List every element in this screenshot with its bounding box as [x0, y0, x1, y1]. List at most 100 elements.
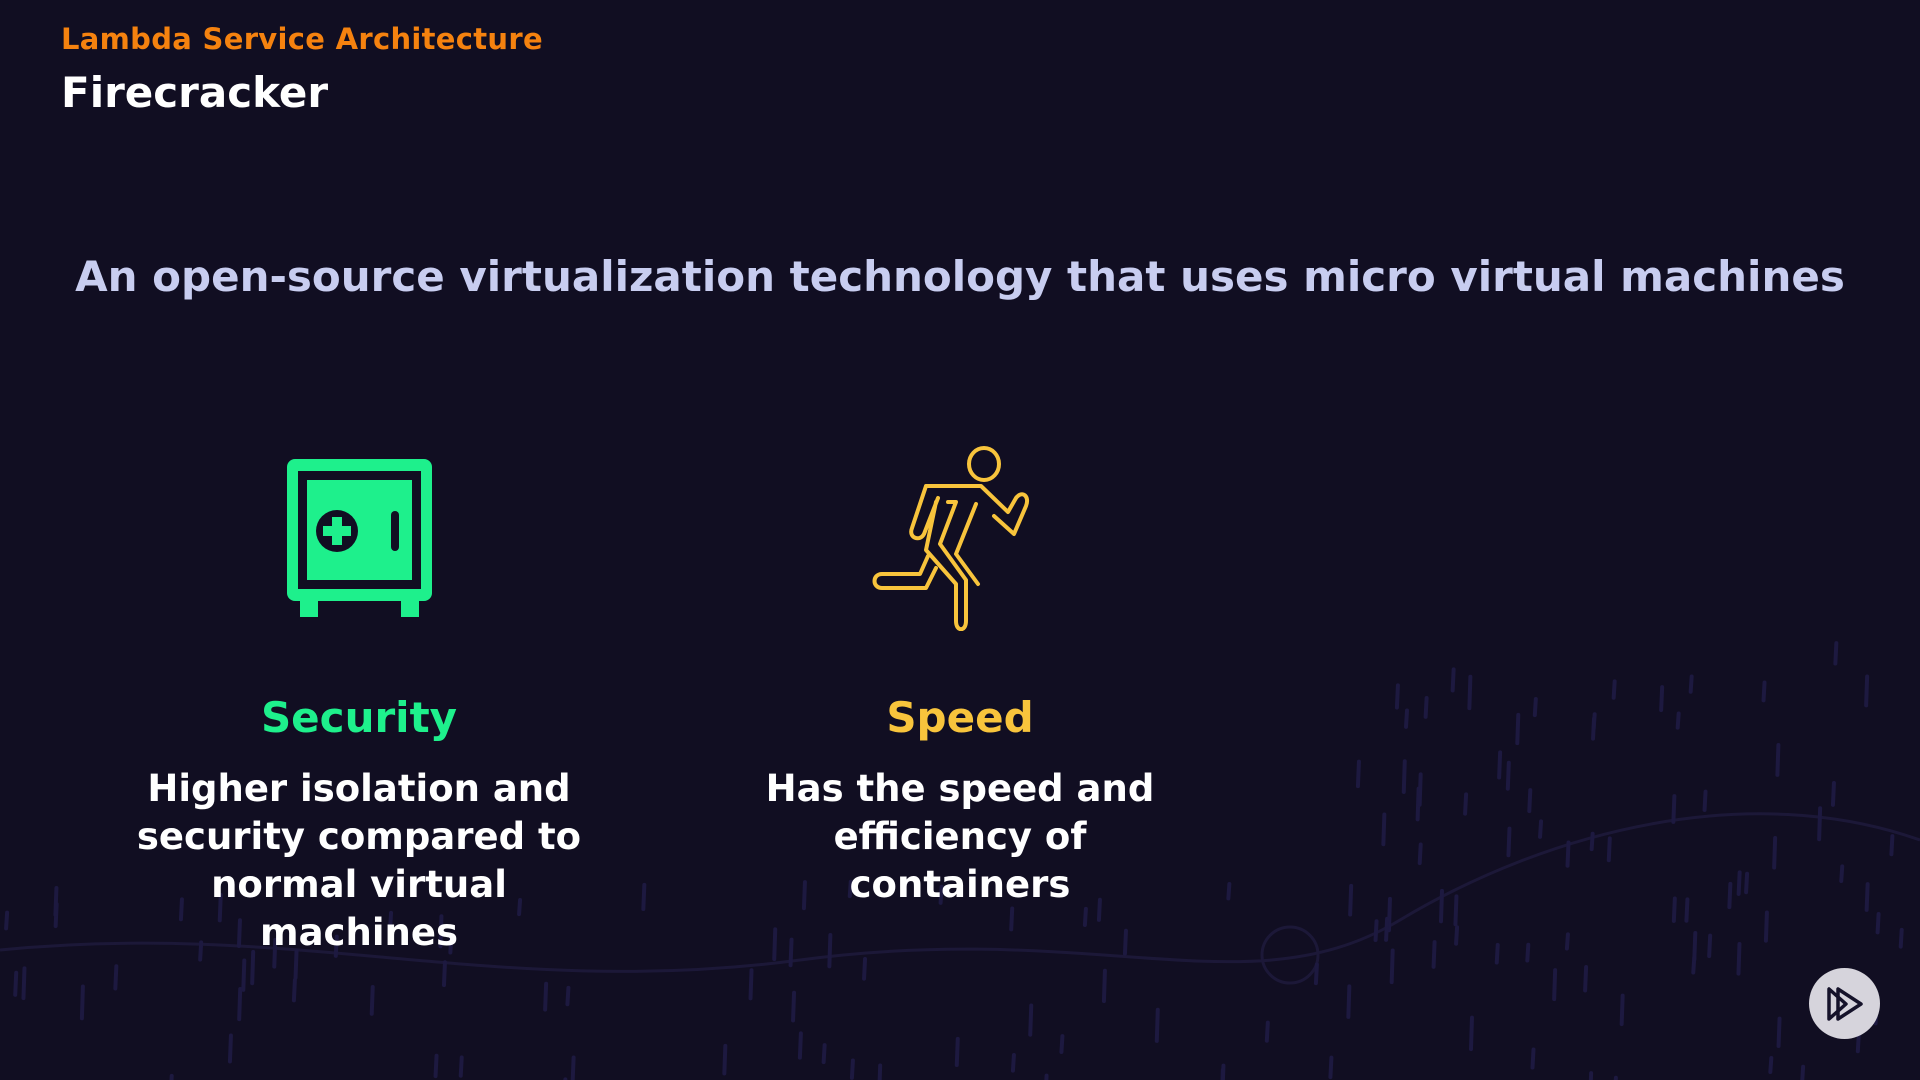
texture-tick [1515, 712, 1521, 746]
texture-tick [1527, 788, 1533, 814]
texture-tick [1044, 1073, 1049, 1080]
feature-speed: Speed Has the speed and efficiency of co… [700, 446, 1220, 906]
texture-tick [1417, 772, 1423, 807]
texture-tick [198, 940, 204, 962]
texture-tick [1619, 993, 1625, 1027]
texture-tick [1565, 840, 1571, 868]
texture-tick [821, 1043, 827, 1065]
texture-tick [272, 937, 278, 969]
texture-tick [1611, 679, 1617, 700]
texture-tick [1226, 881, 1232, 901]
texture-tick [1875, 911, 1881, 935]
texture-tick [448, 933, 454, 955]
texture-tick [1082, 906, 1088, 927]
texture-tick [1348, 883, 1354, 917]
play-logo-icon [1826, 986, 1863, 1021]
texture-tick [333, 934, 339, 958]
texture-tick [1552, 968, 1558, 1002]
texture-tick [797, 1031, 803, 1060]
texture-tick [862, 956, 868, 981]
texture-tick [1328, 1055, 1334, 1080]
texture-tick [1463, 792, 1469, 816]
texture-tick [4, 910, 10, 931]
feature-security: Security Higher isolation and security c… [99, 459, 619, 954]
texture-tick [1763, 910, 1769, 943]
texture-tick [1467, 674, 1473, 711]
texture-tick [1423, 696, 1429, 719]
feature-description: Has the speed and efficiency of containe… [765, 767, 1155, 906]
texture-tick [847, 879, 853, 899]
texture-tick [227, 1033, 233, 1064]
texture-tick [53, 886, 59, 917]
texture-tick [722, 1043, 728, 1076]
texture-tick [1381, 812, 1387, 847]
texture-tick [1727, 881, 1733, 910]
texture-tick [1154, 1007, 1160, 1043]
texture-tick [565, 985, 571, 1007]
texture-tick [788, 937, 794, 968]
texture-tick [1839, 864, 1845, 883]
texture-tick [1401, 759, 1407, 794]
texture-tick [1898, 927, 1904, 949]
texture-tick [1028, 1003, 1034, 1037]
texture-tick [1761, 680, 1767, 703]
texture-tick [1864, 882, 1870, 912]
texture-tick [1830, 780, 1836, 807]
texture-tick [827, 933, 833, 969]
texture-tick [1707, 933, 1713, 959]
texture-tick [1768, 1055, 1774, 1075]
texture-tick [1454, 925, 1460, 946]
texture-tick [1404, 708, 1410, 729]
texture-tick [1438, 888, 1444, 924]
texture-tick [1010, 1052, 1016, 1073]
texture-tick [1744, 871, 1750, 895]
texture-tick [1355, 759, 1361, 789]
texture-tick [1736, 870, 1742, 896]
texture-tick [1833, 641, 1839, 666]
texture-tick [1684, 897, 1690, 923]
texture-tick [1800, 1064, 1806, 1080]
texture-tick [1096, 897, 1102, 922]
texture-tick [1389, 948, 1395, 985]
texture-tick [1313, 962, 1319, 986]
texture-tick [1384, 916, 1390, 942]
texture-tick [1776, 1016, 1782, 1049]
texture-tick [938, 884, 944, 905]
texture-tick [113, 964, 119, 991]
texture-tick [1417, 842, 1423, 866]
texture-tick [1532, 697, 1538, 718]
texture-tick [1394, 683, 1400, 710]
texture-tick [1589, 831, 1595, 852]
texture-tick [13, 970, 19, 997]
texture-tick [1431, 940, 1437, 969]
texture-tick [1059, 1034, 1065, 1054]
texture-tick [748, 968, 754, 1001]
texture-tick [1450, 667, 1456, 693]
texture-tick [1671, 794, 1677, 824]
texture-tick [791, 990, 797, 1023]
texture-tick [1659, 685, 1665, 713]
texture-tick [293, 949, 299, 980]
texture-tick [291, 978, 297, 1003]
texture-tick [849, 1058, 855, 1080]
texture-tick [801, 880, 807, 911]
feature-description: Higher isolation and security compared t… [136, 767, 582, 954]
texture-tick [433, 1053, 439, 1079]
texture-tick [1497, 750, 1503, 780]
texture-tick [217, 892, 223, 923]
texture-tick [1688, 674, 1694, 694]
feature-label: Speed [886, 693, 1034, 742]
texture-tick [1702, 789, 1708, 813]
section-label: Lambda Service Architecture [61, 22, 543, 56]
texture-tick [1346, 984, 1352, 1019]
texture-tick [1889, 834, 1895, 857]
texture-tick [641, 882, 647, 912]
texture-tick [1264, 1020, 1270, 1043]
texture-tick [772, 927, 778, 962]
player-logo-button[interactable] [1809, 968, 1880, 1039]
texture-tick [1386, 896, 1392, 933]
texture-tick [1864, 674, 1870, 708]
texture-tick [1675, 711, 1681, 730]
texture-tick [517, 898, 523, 917]
texture-tick [1453, 894, 1459, 927]
